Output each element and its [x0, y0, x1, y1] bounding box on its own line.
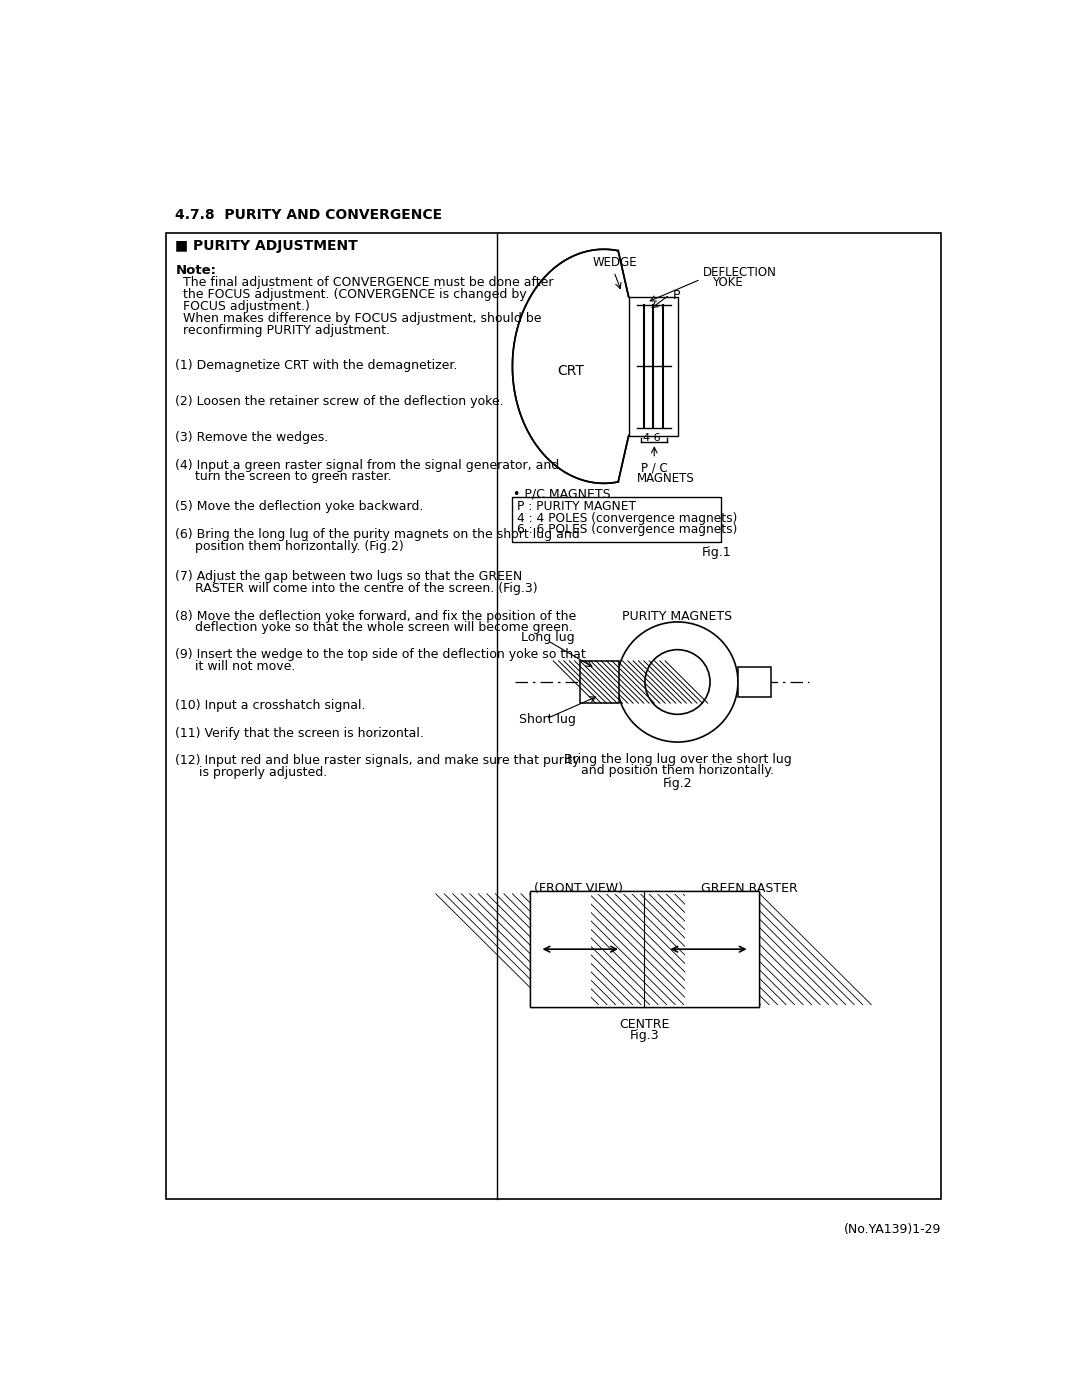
Text: CRT: CRT	[557, 365, 584, 379]
Text: the FOCUS adjustment. (CONVERGENCE is changed by: the FOCUS adjustment. (CONVERGENCE is ch…	[175, 288, 527, 302]
Text: Short lug: Short lug	[518, 712, 576, 726]
Text: (8) Move the deflection yoke forward, and fix the position of the: (8) Move the deflection yoke forward, an…	[175, 609, 577, 623]
Bar	[530, 891, 591, 1007]
Text: When makes difference by FOCUS adjustment, should be: When makes difference by FOCUS adjustmen…	[175, 312, 542, 326]
Text: (3) Remove the wedges.: (3) Remove the wedges.	[175, 432, 328, 444]
Text: FOCUS adjustment.): FOCUS adjustment.)	[175, 300, 310, 313]
Text: GREEN RASTER: GREEN RASTER	[701, 882, 797, 895]
Bar	[166, 233, 941, 1200]
Bar	[530, 891, 759, 894]
Text: 4 : 4 POLES (convergence magnets): 4 : 4 POLES (convergence magnets)	[517, 511, 738, 525]
Text: turn the screen to green raster.: turn the screen to green raster.	[175, 471, 392, 483]
Text: (FRONT VIEW): (FRONT VIEW)	[535, 882, 623, 895]
Text: (2) Loosen the retainer screw of the deflection yoke.: (2) Loosen the retainer screw of the def…	[175, 395, 504, 408]
Bar	[580, 661, 619, 703]
Circle shape	[617, 622, 738, 742]
Bar	[530, 891, 759, 1007]
Text: RASTER will come into the centre of the screen. (Fig.3): RASTER will come into the centre of the …	[175, 583, 538, 595]
Text: PURITY MAGNETS: PURITY MAGNETS	[622, 610, 732, 623]
Text: P: P	[673, 289, 680, 302]
Bar	[685, 891, 759, 1007]
Text: MAGNETS: MAGNETS	[637, 472, 694, 485]
Text: ■ PURITY ADJUSTMENT: ■ PURITY ADJUSTMENT	[175, 239, 359, 253]
Text: Bring the long lug over the short lug: Bring the long lug over the short lug	[564, 753, 792, 766]
Text: (4) Input a green raster signal from the signal generator, and: (4) Input a green raster signal from the…	[175, 458, 559, 472]
Text: 4.7.8  PURITY AND CONVERGENCE: 4.7.8 PURITY AND CONVERGENCE	[175, 208, 443, 222]
Text: Fig.1: Fig.1	[701, 546, 731, 559]
Text: YOKE: YOKE	[713, 277, 743, 289]
Bar	[512, 497, 721, 542]
Text: Fig.3: Fig.3	[630, 1028, 659, 1042]
Text: and position them horizontally.: and position them horizontally.	[581, 764, 774, 777]
Text: (11) Verify that the screen is horizontal.: (11) Verify that the screen is horizonta…	[175, 726, 424, 739]
Text: WEDGE: WEDGE	[592, 256, 637, 270]
Text: The final adjustment of CONVERGENCE must be done after: The final adjustment of CONVERGENCE must…	[175, 277, 554, 289]
Text: DEFLECTION: DEFLECTION	[703, 267, 777, 279]
Bar	[530, 1004, 759, 1007]
Text: • P/C MAGNETS: • P/C MAGNETS	[513, 488, 611, 500]
Text: (12) Input red and blue raster signals, and make sure that purity: (12) Input red and blue raster signals, …	[175, 754, 580, 767]
Text: position them horizontally. (Fig.2): position them horizontally. (Fig.2)	[175, 539, 404, 553]
Text: CENTRE: CENTRE	[619, 1018, 670, 1031]
Text: reconfirming PURITY adjustment.: reconfirming PURITY adjustment.	[175, 324, 390, 337]
Text: (1) Demagnetize CRT with the demagnetizer.: (1) Demagnetize CRT with the demagnetize…	[175, 359, 458, 372]
Text: (7) Adjust the gap between two lugs so that the GREEN: (7) Adjust the gap between two lugs so t…	[175, 570, 523, 584]
Bar	[629, 298, 677, 436]
Polygon shape	[512, 249, 629, 483]
Text: (5) Move the deflection yoke backward.: (5) Move the deflection yoke backward.	[175, 500, 423, 513]
Text: Long lug: Long lug	[521, 631, 575, 644]
Text: 4 6: 4 6	[644, 433, 661, 443]
Text: Note:: Note:	[175, 264, 216, 277]
Bar	[530, 891, 759, 1007]
Text: deflection yoke so that the whole screen will become green.: deflection yoke so that the whole screen…	[175, 622, 573, 634]
Text: (6) Bring the long lug of the purity magnets on the short lug and: (6) Bring the long lug of the purity mag…	[175, 528, 580, 541]
Text: is properly adjusted.: is properly adjusted.	[175, 766, 327, 780]
Text: it will not move.: it will not move.	[175, 659, 296, 673]
Text: Fig.2: Fig.2	[663, 778, 692, 791]
Text: (9) Insert the wedge to the top side of the deflection yoke so that: (9) Insert the wedge to the top side of …	[175, 648, 586, 661]
Text: (No.YA139)1-29: (No.YA139)1-29	[843, 1222, 941, 1235]
Circle shape	[645, 650, 710, 714]
Text: P / C: P / C	[642, 462, 667, 475]
Text: 6 : 6 POLES (convergence magnets): 6 : 6 POLES (convergence magnets)	[517, 524, 738, 536]
Text: (10) Input a crosshatch signal.: (10) Input a crosshatch signal.	[175, 698, 366, 712]
Bar	[738, 668, 770, 697]
Text: P : PURITY MAGNET: P : PURITY MAGNET	[517, 500, 636, 513]
